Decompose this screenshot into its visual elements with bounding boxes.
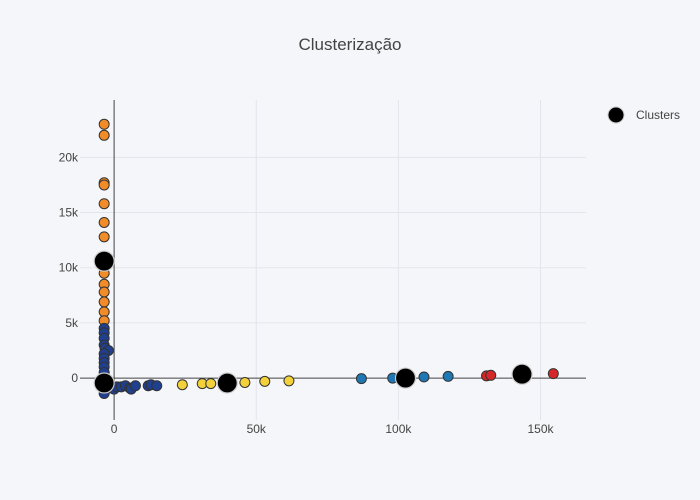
y-tick-label: 0 [71, 371, 78, 385]
data-point [176, 379, 188, 391]
y-tick-label: 5k [65, 316, 79, 330]
data-point [98, 286, 110, 298]
data-point [485, 369, 497, 381]
data-series [176, 375, 295, 391]
data-series [481, 368, 559, 382]
data-point [98, 129, 110, 141]
cluster-center-point [394, 367, 417, 389]
legend-label: Clusters [636, 108, 680, 122]
cluster-center-point [93, 372, 115, 394]
x-tick-label: 0 [111, 422, 118, 436]
data-point [205, 378, 217, 390]
data-point [259, 375, 271, 387]
plot-area: 0 50k 100k 150k 0 5k 10k 15k 20k [59, 100, 586, 436]
x-tick-label: 50k [247, 422, 267, 436]
x-tick-label: 150k [528, 422, 555, 436]
legend[interactable]: Clusters [607, 106, 680, 124]
data-point [98, 296, 110, 308]
y-tick-label: 15k [59, 206, 79, 220]
cluster-center-point [93, 250, 115, 272]
data-point [129, 380, 141, 392]
data-point [442, 370, 454, 382]
cluster-centers-series [93, 250, 533, 394]
data-point [98, 198, 110, 210]
cluster-center-point [511, 363, 533, 385]
data-point [98, 179, 110, 191]
y-tick-label: 10k [59, 261, 79, 275]
data-point [283, 375, 295, 387]
data-point [98, 231, 110, 243]
data-point [98, 118, 110, 130]
cluster-center-point [216, 372, 238, 394]
data-point [151, 380, 163, 392]
y-tick-label: 20k [59, 150, 79, 164]
chart-title: Clusterização [299, 35, 402, 54]
data-point [418, 371, 430, 383]
x-tick-label: 100k [385, 422, 412, 436]
data-point [98, 216, 110, 228]
data-point [239, 376, 251, 388]
data-point [355, 373, 367, 385]
legend-marker [607, 106, 625, 124]
data-point [547, 368, 559, 380]
